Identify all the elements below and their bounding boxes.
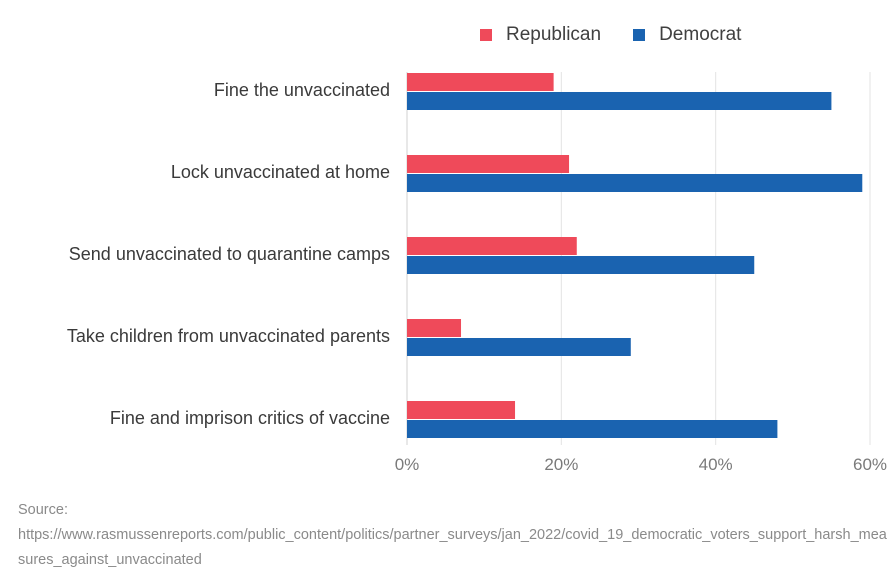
- bar-chart: 0% 20% 40% 60% Fine the unvaccinated Lock unv…: [67, 72, 887, 474]
- bar-republican-1: [407, 155, 570, 173]
- bar-republican-3: [407, 319, 462, 337]
- bar-republican-2: [407, 237, 577, 255]
- bar-democrat-0: [407, 92, 832, 110]
- x-tick-label-60: 60%: [853, 455, 887, 474]
- bar-democrat-1: [407, 174, 863, 192]
- source-url: https://www.rasmussenreports.com/public_…: [18, 527, 887, 568]
- legend-item-republican: Republican: [480, 24, 601, 46]
- bar-democrat-3: [407, 338, 631, 356]
- category-label-1: Lock unvaccinated at home: [171, 162, 390, 182]
- chart-legend: Republican Democrat: [480, 24, 741, 46]
- bar-democrat-4: [407, 420, 778, 438]
- bar-republican-0: [407, 73, 554, 91]
- x-tick-label-40: 40%: [699, 455, 733, 474]
- legend-item-democrat: Democrat: [633, 24, 741, 46]
- legend-label-democrat: Democrat: [659, 24, 742, 45]
- x-tick-label-20: 20%: [544, 455, 578, 474]
- source-label: Source:: [18, 502, 68, 518]
- category-label-0: Fine the unvaccinated: [214, 80, 390, 100]
- category-label-3: Take children from unvaccinated parents: [67, 326, 390, 346]
- bar-republican-4: [407, 401, 516, 419]
- category-label-2: Send unvaccinated to quarantine camps: [69, 244, 390, 264]
- category-label-4: Fine and imprison critics of vaccine: [110, 408, 390, 428]
- legend-swatch-democrat: [633, 29, 646, 41]
- bar-democrat-2: [407, 256, 755, 274]
- source-note: Source: https://www.rasmussenreports.com…: [18, 498, 888, 573]
- legend-swatch-republican: [480, 29, 492, 41]
- legend-label-republican: Republican: [506, 24, 602, 45]
- x-tick-label-0: 0%: [395, 455, 420, 474]
